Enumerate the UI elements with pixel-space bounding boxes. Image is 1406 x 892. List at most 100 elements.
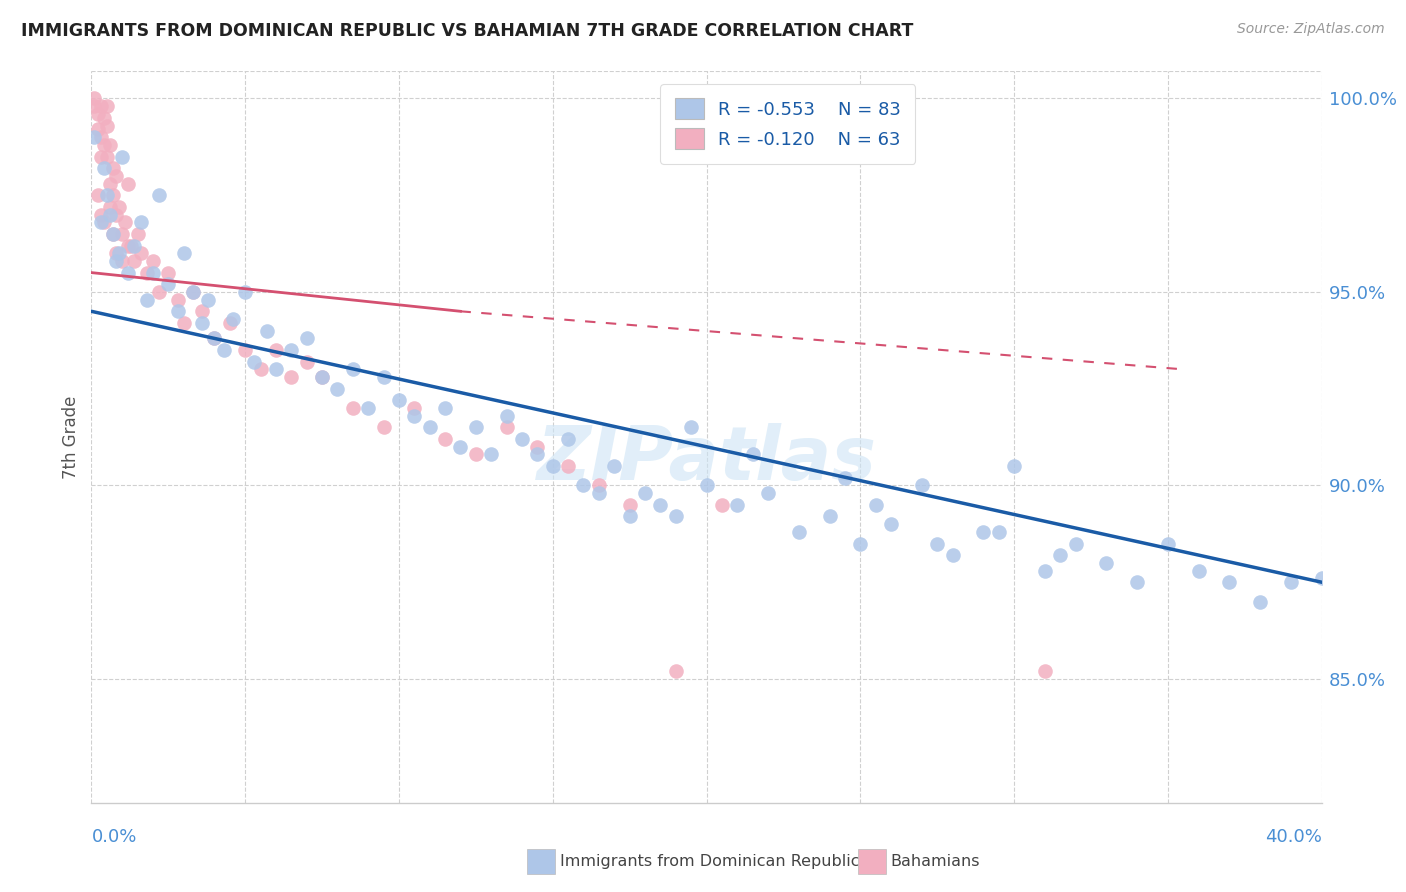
Point: [148, 188, 170, 202]
Point: [202, 331, 225, 345]
Point: [619, 509, 641, 524]
Point: [557, 432, 579, 446]
Point: [127, 227, 149, 241]
Point: [181, 285, 204, 299]
Text: Bahamians: Bahamians: [890, 855, 980, 869]
Point: [173, 246, 195, 260]
Text: Source: ZipAtlas.com: Source: ZipAtlas.com: [1237, 22, 1385, 37]
Point: [124, 238, 146, 252]
Point: [135, 293, 157, 307]
Point: [419, 420, 441, 434]
Point: [280, 343, 302, 357]
Point: [86, 107, 108, 121]
Text: 0.0%: 0.0%: [91, 828, 136, 846]
Point: [710, 498, 733, 512]
Point: [191, 316, 214, 330]
Point: [120, 238, 142, 252]
Point: [665, 509, 688, 524]
Point: [105, 169, 127, 183]
Point: [311, 370, 333, 384]
Point: [108, 246, 131, 260]
Point: [264, 343, 287, 357]
Point: [142, 266, 165, 280]
Point: [86, 188, 108, 202]
Point: [233, 285, 256, 299]
Point: [166, 293, 188, 307]
Point: [1095, 556, 1118, 570]
Point: [725, 498, 748, 512]
Point: [756, 486, 779, 500]
Point: [233, 343, 256, 357]
Point: [834, 471, 856, 485]
Point: [96, 188, 118, 202]
Point: [526, 448, 548, 462]
Point: [212, 343, 235, 357]
Point: [357, 401, 380, 415]
Point: [93, 215, 115, 229]
Point: [449, 440, 471, 454]
Point: [1033, 564, 1056, 578]
Point: [295, 354, 318, 368]
Point: [135, 266, 157, 280]
Point: [111, 227, 134, 241]
Point: [93, 137, 115, 152]
Point: [117, 177, 139, 191]
Point: [111, 149, 134, 163]
Point: [880, 517, 903, 532]
Point: [83, 130, 105, 145]
Point: [98, 200, 121, 214]
Point: [373, 420, 395, 434]
Point: [142, 254, 165, 268]
Point: [696, 478, 718, 492]
Point: [249, 362, 271, 376]
Point: [129, 246, 152, 260]
Point: [117, 238, 139, 252]
Point: [681, 420, 703, 434]
Point: [264, 362, 287, 376]
Point: [619, 498, 641, 512]
Point: [1033, 664, 1056, 678]
Point: [1049, 548, 1071, 562]
Point: [572, 478, 595, 492]
Point: [86, 122, 108, 136]
Point: [105, 254, 127, 268]
Point: [157, 266, 180, 280]
Point: [1064, 536, 1087, 550]
Point: [1218, 575, 1240, 590]
Point: [510, 432, 533, 446]
Point: [111, 254, 134, 268]
Point: [434, 401, 457, 415]
Point: [90, 208, 112, 222]
Y-axis label: 7th Grade: 7th Grade: [62, 395, 80, 479]
Point: [1157, 536, 1180, 550]
Point: [280, 370, 302, 384]
Point: [526, 440, 548, 454]
Point: [105, 246, 127, 260]
Point: [114, 215, 136, 229]
Point: [157, 277, 180, 292]
Point: [849, 536, 872, 550]
Text: 40.0%: 40.0%: [1265, 828, 1322, 846]
Point: [588, 486, 610, 500]
Point: [166, 304, 188, 318]
Point: [83, 91, 105, 105]
Text: IMMIGRANTS FROM DOMINICAN REPUBLIC VS BAHAMIAN 7TH GRADE CORRELATION CHART: IMMIGRANTS FROM DOMINICAN REPUBLIC VS BA…: [21, 22, 914, 40]
Point: [101, 227, 124, 241]
Point: [1002, 459, 1025, 474]
Point: [105, 208, 127, 222]
Point: [972, 524, 994, 539]
Point: [173, 316, 195, 330]
Point: [93, 111, 115, 125]
Point: [93, 161, 115, 175]
Point: [101, 161, 124, 175]
Point: [634, 486, 657, 500]
Point: [911, 478, 934, 492]
Point: [295, 331, 318, 345]
Legend: R = -0.553    N = 83, R = -0.120    N = 63: R = -0.553 N = 83, R = -0.120 N = 63: [661, 84, 915, 163]
Point: [1126, 575, 1149, 590]
Point: [90, 149, 112, 163]
Point: [243, 354, 266, 368]
Point: [665, 664, 688, 678]
Point: [101, 188, 124, 202]
Point: [464, 448, 486, 462]
